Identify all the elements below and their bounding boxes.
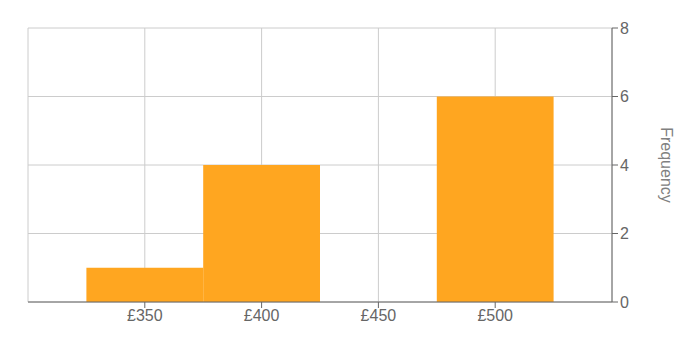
svg-text:£500: £500 (477, 307, 513, 324)
svg-text:8: 8 (620, 20, 629, 37)
svg-text:6: 6 (620, 88, 629, 105)
svg-text:2: 2 (620, 225, 629, 242)
svg-text:£350: £350 (127, 307, 163, 324)
svg-text:£450: £450 (361, 307, 397, 324)
svg-text:0: 0 (620, 294, 629, 311)
svg-text:£400: £400 (244, 307, 280, 324)
svg-text:4: 4 (620, 157, 629, 174)
svg-text:Frequency: Frequency (658, 127, 675, 203)
